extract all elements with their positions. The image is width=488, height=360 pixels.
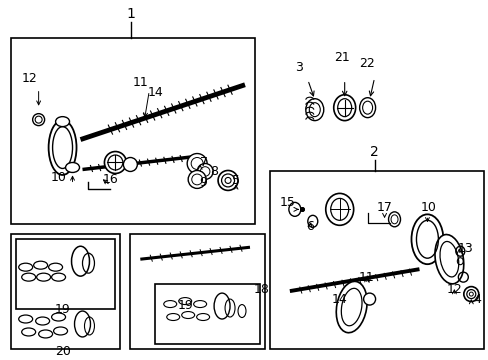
Text: 19: 19 (177, 298, 193, 311)
Bar (269, 171, 483, 349)
Text: 3: 3 (294, 61, 302, 74)
Ellipse shape (333, 95, 355, 121)
Ellipse shape (188, 171, 206, 188)
Ellipse shape (104, 152, 126, 174)
Text: 13: 13 (456, 242, 472, 255)
Text: 11: 11 (358, 271, 374, 284)
Text: 17: 17 (376, 201, 392, 214)
Ellipse shape (48, 120, 76, 175)
Text: 21: 21 (333, 51, 349, 64)
Text: 1: 1 (127, 7, 136, 21)
Ellipse shape (123, 158, 137, 171)
Ellipse shape (434, 234, 463, 284)
Text: 11: 11 (132, 76, 148, 89)
Text: 19: 19 (55, 302, 70, 316)
Text: 20: 20 (55, 345, 70, 359)
Text: 14: 14 (331, 293, 347, 306)
Text: 8: 8 (210, 165, 218, 178)
Ellipse shape (363, 293, 375, 305)
Text: 5: 5 (231, 174, 240, 187)
Ellipse shape (187, 153, 207, 174)
Text: 9: 9 (199, 176, 206, 189)
Ellipse shape (336, 282, 366, 333)
Bar (130, 234, 264, 349)
Ellipse shape (56, 117, 69, 127)
Text: 12: 12 (446, 283, 461, 296)
Ellipse shape (463, 287, 478, 302)
Ellipse shape (65, 162, 80, 172)
Text: 2: 2 (369, 144, 378, 158)
Text: 16: 16 (102, 173, 118, 186)
Ellipse shape (410, 214, 443, 264)
Text: 14: 14 (147, 86, 163, 99)
Ellipse shape (197, 163, 213, 179)
Text: 22: 22 (358, 57, 374, 70)
Text: 6: 6 (305, 220, 313, 233)
Text: 7: 7 (200, 156, 208, 169)
Bar (11, 38, 254, 224)
Text: 12: 12 (22, 72, 38, 85)
Bar (16, 239, 115, 309)
Text: 10: 10 (51, 171, 66, 184)
Bar (11, 234, 120, 349)
Text: 18: 18 (253, 283, 269, 296)
Ellipse shape (218, 171, 238, 190)
Text: 15: 15 (279, 196, 295, 209)
Ellipse shape (325, 193, 353, 225)
Text: 10: 10 (420, 201, 435, 214)
Text: 4: 4 (472, 293, 480, 306)
Bar (155, 284, 260, 344)
